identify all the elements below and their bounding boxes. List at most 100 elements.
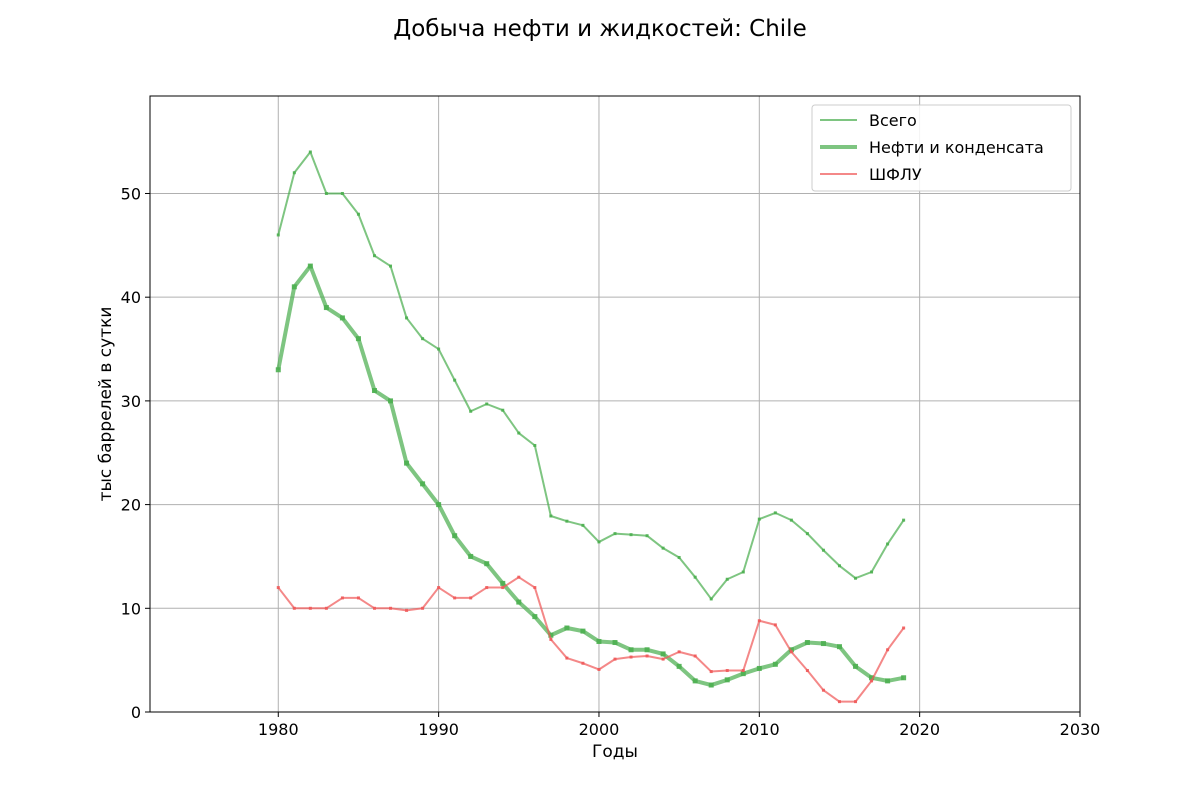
series-2-point <box>820 641 826 647</box>
series-2-point <box>339 315 345 321</box>
series-2-point <box>756 665 762 671</box>
y-tick-label: 40 <box>121 288 141 307</box>
legend-entry: ШФЛУ <box>869 165 922 184</box>
series-3-point <box>565 656 569 660</box>
series-3-point <box>837 700 841 704</box>
series-2-point <box>901 675 907 681</box>
series-2-point <box>452 533 458 539</box>
series-2-point <box>692 678 698 684</box>
series-1-point <box>597 540 601 544</box>
series-1-point <box>629 533 633 537</box>
y-tick-label: 0 <box>131 703 141 722</box>
series-2-point <box>468 553 474 559</box>
series-3-point <box>405 608 409 612</box>
series-3-point <box>485 586 489 590</box>
series-3-point <box>773 623 777 627</box>
series-3-point <box>821 688 825 692</box>
series-1-point <box>437 347 441 351</box>
series-3-point <box>789 650 793 654</box>
series-1-point <box>709 597 713 601</box>
series-2-point <box>740 671 746 677</box>
y-tick-label: 30 <box>121 392 141 411</box>
series-1-point <box>405 316 409 320</box>
series-1-point <box>661 546 665 550</box>
series-3-point <box>661 657 665 661</box>
series-1-point <box>677 555 681 559</box>
series-3-point <box>757 619 761 623</box>
series-1-point <box>308 150 312 154</box>
series-3-point <box>437 586 441 590</box>
series-line-2 <box>276 264 905 688</box>
series-2-point <box>307 263 313 269</box>
series-1-point <box>372 254 376 258</box>
series-1-point <box>501 408 505 412</box>
series-2-point <box>371 388 377 394</box>
series-1-point <box>549 514 553 518</box>
series-1-point <box>276 233 280 237</box>
series-3-point <box>517 575 521 579</box>
legend-entry: Всего <box>869 111 917 130</box>
series-3-point <box>340 596 344 600</box>
series-1-point <box>821 548 825 552</box>
series-1-point <box>469 409 473 413</box>
series-1-point <box>886 542 890 546</box>
series-3-point <box>389 606 393 610</box>
series-2-point <box>676 663 682 669</box>
x-tick-label: 2000 <box>579 720 620 739</box>
series-3-point <box>421 606 425 610</box>
series-2-point <box>836 644 842 650</box>
series-3-point <box>597 667 601 671</box>
series-3-point <box>725 669 729 673</box>
series-3-point <box>677 650 681 654</box>
series-2-point <box>869 675 875 681</box>
x-tick-label: 2010 <box>739 720 780 739</box>
series-1-point <box>292 171 296 175</box>
y-axis-label: тыс баррелей в сутки <box>96 307 116 502</box>
series-2-point <box>436 502 442 508</box>
series-1-point <box>837 564 841 568</box>
series-3-point <box>886 648 890 652</box>
chart-title: Добыча нефти и жидкостей: Chile <box>393 16 806 42</box>
series-2-point <box>484 561 490 567</box>
series-3-point <box>453 596 457 600</box>
series-3-point <box>741 669 745 673</box>
series-2-point <box>788 647 794 653</box>
series-3-point <box>645 654 649 658</box>
series-1-point <box>902 518 906 522</box>
legend-entry: Нефти и конденсата <box>869 138 1044 157</box>
series-1-point <box>693 575 697 579</box>
series-3-point <box>549 637 553 641</box>
series-3-point <box>276 586 280 590</box>
series-3-point <box>292 606 296 610</box>
plot-frame <box>149 95 1081 713</box>
series-2-point <box>532 614 538 620</box>
series-2-point <box>580 628 586 634</box>
plot-series <box>275 150 907 704</box>
series-1-point <box>725 577 729 581</box>
series-2-point <box>853 663 859 669</box>
series-2-point <box>388 398 394 404</box>
series-1-point <box>565 519 569 523</box>
series-3-point <box>613 657 617 661</box>
series-2-point <box>516 599 522 605</box>
series-1-point <box>533 443 537 447</box>
y-tick-label: 50 <box>121 184 141 203</box>
x-tick-label: 2020 <box>899 720 940 739</box>
series-1-point <box>581 523 585 527</box>
series-2-point <box>275 367 281 373</box>
x-tick-label: 1980 <box>258 720 299 739</box>
y-tick-label: 10 <box>121 599 141 618</box>
series-2-point <box>804 640 810 646</box>
series-2-point <box>291 284 297 290</box>
series-3-point <box>870 679 874 683</box>
series-2-point <box>404 460 410 466</box>
series-2-point <box>644 647 650 653</box>
series-2-point <box>500 580 506 586</box>
series-2-point <box>724 677 730 683</box>
series-3-point <box>501 586 505 590</box>
series-1-point <box>453 378 457 382</box>
series-2-point <box>355 336 361 342</box>
series-1-point <box>421 337 425 341</box>
